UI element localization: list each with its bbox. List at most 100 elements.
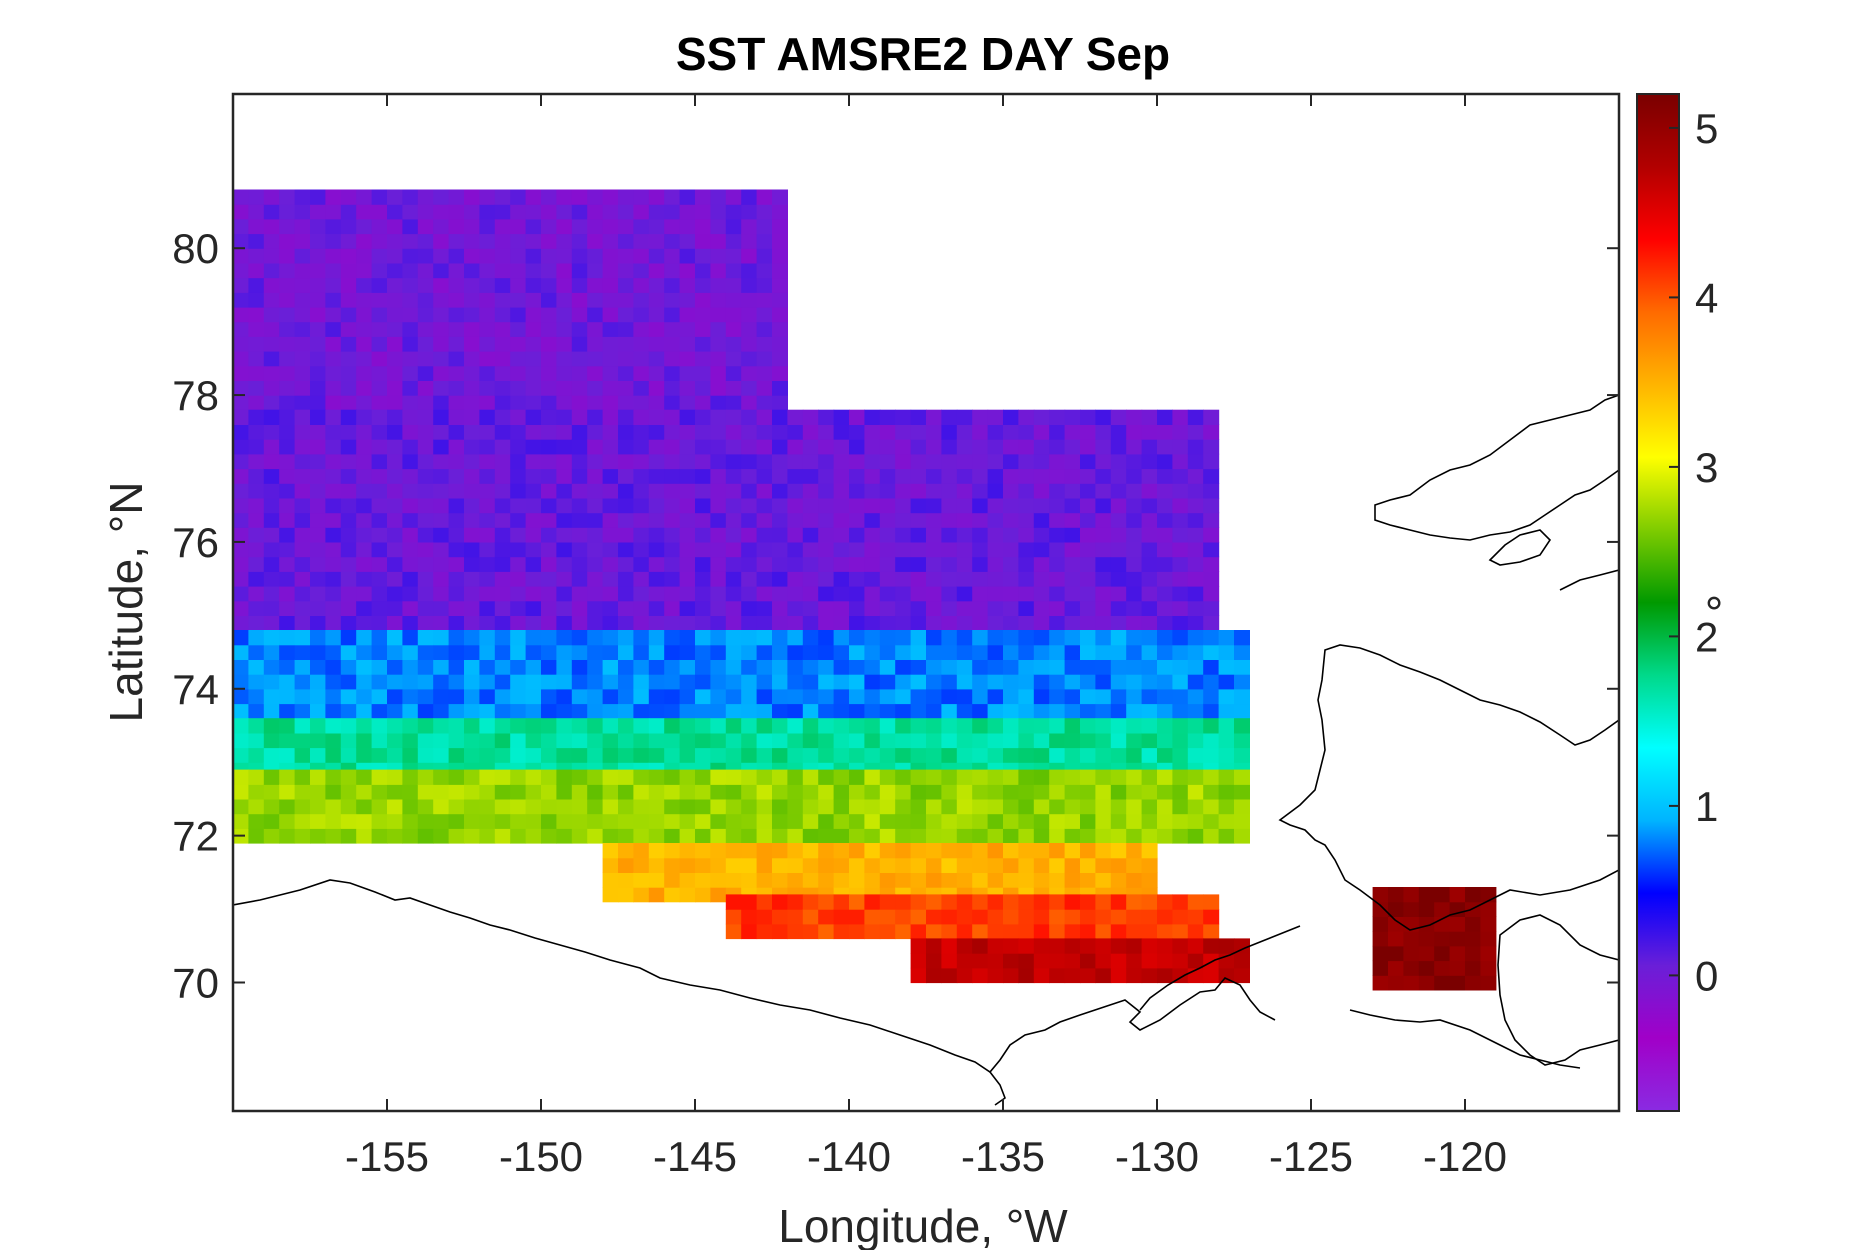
sst-cell	[664, 872, 681, 888]
sst-cell	[417, 828, 434, 844]
sst-cell	[294, 365, 311, 381]
sst-cell	[679, 659, 696, 675]
sst-cell	[294, 659, 311, 675]
sst-cell	[1218, 828, 1235, 844]
sst-cell	[248, 468, 265, 484]
sst-cell	[571, 351, 588, 367]
sst-cell	[494, 769, 511, 785]
sst-cell	[895, 527, 912, 543]
sst-cell	[263, 541, 280, 558]
sst-cell	[371, 218, 388, 235]
sst-cell	[494, 747, 511, 763]
sst-cell	[756, 424, 773, 440]
sst-cell	[541, 571, 557, 587]
sst-cell	[1018, 424, 1035, 440]
sst-cell	[787, 798, 804, 815]
sst-cell	[571, 688, 588, 705]
sst-cell	[340, 277, 357, 293]
sst-cell	[787, 769, 804, 785]
sst-cell	[941, 644, 958, 660]
sst-cell	[1018, 843, 1035, 859]
amundsen-coast	[1349, 1009, 1581, 1069]
sst-cell	[633, 218, 650, 235]
sst-cell	[356, 365, 373, 381]
sst-cell	[849, 439, 865, 455]
sst-cell	[479, 784, 496, 800]
sst-cell	[294, 747, 311, 763]
sst-cell	[340, 798, 357, 815]
sst-cell	[710, 571, 727, 587]
sst-cell	[1449, 975, 1466, 991]
sst-cell	[987, 813, 1004, 829]
sst-cell	[525, 674, 542, 690]
sst-cell	[633, 703, 650, 719]
sst-cell	[510, 586, 527, 602]
sst-cell	[602, 659, 619, 675]
sst-cell	[525, 292, 542, 308]
sst-cell	[387, 747, 403, 763]
sst-cell	[664, 600, 681, 616]
sst-cell	[818, 784, 835, 800]
sst-cell	[356, 439, 373, 455]
sst-cell	[525, 439, 542, 455]
sst-cell	[741, 292, 758, 308]
sst-cell	[879, 769, 896, 785]
sst-cell	[972, 843, 989, 859]
sst-cell	[571, 798, 588, 815]
sst-cell	[494, 718, 511, 734]
sst-cell	[479, 703, 496, 719]
sst-cell	[371, 688, 388, 705]
sst-cell	[525, 262, 542, 279]
sst-cell	[1110, 732, 1127, 749]
sst-cell	[910, 541, 927, 558]
sst-cell	[987, 468, 1004, 484]
sst-cell	[987, 769, 1004, 785]
sst-cell	[818, 872, 835, 888]
sst-cell	[695, 586, 711, 602]
sst-cell	[1110, 769, 1127, 785]
sst-cell	[279, 292, 296, 308]
sst-cell	[602, 887, 619, 903]
sst-cell	[464, 630, 480, 646]
sst-cell	[648, 769, 665, 785]
sst-cell	[325, 380, 342, 396]
sst-cell	[587, 365, 604, 381]
sst-cell	[1018, 630, 1035, 646]
sst-cell	[356, 277, 373, 293]
sst-cell	[479, 424, 496, 440]
sst-cell	[679, 321, 696, 337]
sst-cell	[679, 365, 696, 381]
sst-cell	[1434, 931, 1451, 947]
sst-cell	[1126, 872, 1143, 888]
sst-cell	[1141, 798, 1158, 815]
sst-cell	[818, 571, 835, 587]
sst-cell	[510, 674, 527, 690]
sst-cell	[233, 688, 249, 705]
sst-cell	[479, 321, 496, 337]
sst-cell	[695, 321, 711, 337]
sst-cell	[956, 586, 973, 602]
sst-cell	[818, 556, 835, 572]
sst-cell	[525, 380, 542, 396]
sst-cell	[371, 556, 388, 572]
sst-cell	[1033, 953, 1050, 969]
sst-cell	[833, 674, 850, 690]
sst-cell	[248, 189, 265, 205]
sst-cell	[972, 703, 989, 719]
sst-cell	[448, 600, 465, 616]
sst-cell	[1480, 975, 1497, 991]
sst-cell	[864, 828, 881, 844]
sst-cell	[279, 218, 296, 235]
sst-cell	[356, 747, 373, 763]
sst-cell	[371, 644, 388, 660]
sst-cell	[741, 453, 758, 470]
sst-cell	[910, 909, 927, 925]
sst-cell	[818, 857, 835, 873]
sst-cell	[494, 541, 511, 558]
sst-cell	[633, 380, 650, 396]
sst-cell	[1110, 571, 1127, 587]
sst-cell	[387, 586, 403, 602]
sst-cell	[1018, 813, 1035, 829]
sst-cell	[1141, 409, 1158, 425]
sst-cell	[294, 351, 311, 367]
